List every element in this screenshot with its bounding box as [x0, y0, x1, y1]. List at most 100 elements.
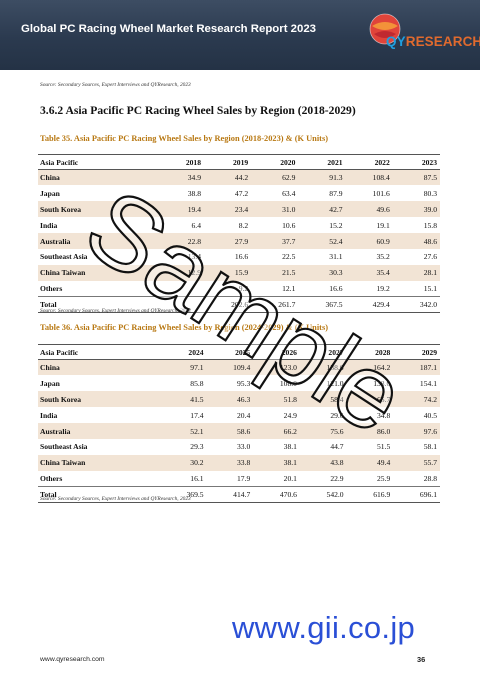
value-cell: 21.5	[251, 264, 299, 281]
column-header: 2022	[345, 154, 393, 170]
table-row: South Korea 19.4 23.4 31.0 42.7 49.6 39.0	[38, 201, 440, 218]
value-cell: 38.1	[253, 438, 300, 455]
value-cell: 19.1	[345, 217, 393, 234]
region-name-cell: South Korea	[38, 201, 162, 218]
table-row: India 6.4 8.2 10.6 15.2 19.1 15.8	[38, 217, 440, 234]
value-cell: 187.1	[393, 359, 440, 376]
table-row: Australia 52.1 58.6 66.2 75.6 86.0 97.6	[38, 423, 440, 439]
source-note-bottom: Source: Secondary Sources, Expert Interv…	[40, 496, 191, 502]
column-header: Asia Pacific	[38, 344, 160, 360]
value-cell: 75.6	[299, 423, 347, 439]
value-cell: 33.0	[206, 438, 254, 455]
column-header: 2018	[161, 154, 204, 170]
value-cell: 51.5	[346, 438, 394, 455]
table-35: Asia Pacific 2018 2019 2020 2021 2022 20…	[38, 154, 440, 314]
value-cell: 15.9	[204, 264, 252, 281]
value-cell: 22.9	[299, 470, 347, 487]
value-cell: 19.4	[161, 201, 204, 218]
value-cell: 39.0	[392, 201, 440, 218]
value-cell: 65.7	[346, 391, 394, 408]
value-cell: 16.6	[204, 248, 252, 265]
gii-url[interactable]: www.gii.co.jp	[232, 610, 416, 645]
value-cell: 28.1	[392, 264, 440, 281]
column-header: Asia Pacific	[38, 154, 162, 170]
value-cell: 138.6	[299, 359, 347, 376]
value-cell: 17.9	[206, 470, 254, 487]
value-cell: 23.4	[204, 201, 252, 218]
value-cell: 42.7	[298, 201, 346, 218]
value-cell: 51.8	[253, 391, 300, 408]
value-cell: 164.2	[346, 359, 394, 376]
table-header-row: Asia Pacific 2024 2025 2026 2027 2028 20…	[38, 344, 440, 360]
column-header: 2023	[392, 154, 440, 170]
value-cell: 202.6	[204, 296, 252, 314]
value-cell: 58.4	[299, 391, 347, 408]
value-cell: 49.4	[346, 454, 394, 471]
section-heading: 3.6.2 Asia Pacific PC Racing Wheel Sales…	[40, 104, 356, 117]
table-row: China 34.9 44.2 62.9 91.3 108.4 87.5	[38, 169, 440, 186]
value-cell: 108.0	[253, 375, 300, 392]
value-cell: 15.2	[298, 217, 346, 234]
value-cell: 33.8	[206, 454, 254, 471]
column-header: 2021	[298, 154, 346, 170]
value-cell: 46.3	[206, 391, 254, 408]
value-cell: 367.5	[298, 296, 346, 314]
table-row: Others 9.2 12.1 16.6 19.2 15.1	[38, 280, 440, 297]
value-cell: 43.8	[299, 454, 347, 471]
value-cell: 6.4	[161, 217, 204, 234]
value-cell: 35.2	[345, 248, 393, 265]
value-cell: 369.5	[159, 486, 207, 504]
column-header: 2020	[251, 154, 299, 170]
value-cell: 13.4	[161, 248, 204, 265]
value-cell: 30.3	[298, 264, 346, 281]
value-cell: 44.2	[204, 169, 252, 186]
table-total-row: Total 202.6 261.7 367.5 429.4 342.0	[38, 296, 440, 314]
region-name-cell: Australia	[38, 233, 162, 249]
value-cell: 87.5	[392, 169, 440, 186]
value-cell: 10.6	[251, 217, 299, 234]
value-cell: 58.1	[393, 438, 440, 455]
column-header: 2027	[299, 344, 347, 360]
value-cell: 12.1	[251, 280, 299, 297]
table-row: China Taiwan 30.2 33.8 38.1 43.8 49.4 55.7	[38, 454, 440, 471]
table-row: India 17.4 20.4 24.9 29.6 34.8 40.5	[38, 407, 440, 424]
qyresearch-logo: QYRESEARCH	[368, 12, 480, 58]
value-cell: 15.8	[392, 217, 440, 234]
value-cell: 22.8	[161, 233, 204, 249]
region-name-cell: India	[38, 407, 160, 424]
value-cell: 24.9	[253, 407, 300, 424]
value-cell: 40.5	[393, 407, 440, 424]
value-cell: 80.3	[392, 185, 440, 202]
value-cell: 16.6	[298, 280, 346, 297]
value-cell: 31.1	[298, 248, 346, 265]
value-cell: 29.3	[159, 438, 207, 455]
value-cell: 27.6	[392, 248, 440, 265]
value-cell: 66.2	[253, 423, 300, 439]
footer-url[interactable]: www.qyresearch.com	[40, 656, 105, 663]
value-cell: 29.6	[299, 407, 347, 424]
region-name-cell: Southeast Asia	[38, 438, 160, 455]
value-cell: 616.9	[346, 486, 394, 504]
region-name-cell: Southeast Asia	[38, 248, 162, 265]
value-cell: 109.4	[206, 359, 254, 376]
value-cell: 34.8	[346, 407, 394, 424]
value-cell: 342.0	[392, 296, 440, 314]
table-row: Southeast Asia 13.4 16.6 22.5 31.1 35.2 27.6	[38, 248, 440, 265]
value-cell: 108.4	[345, 169, 393, 186]
value-cell: 20.4	[206, 407, 254, 424]
table-row: Japan 38.8 47.2 63.4 87.9 101.6 80.3	[38, 185, 440, 202]
value-cell: 121.0	[299, 375, 347, 392]
table-35-caption: Table 35. Asia Pacific PC Racing Wheel S…	[40, 134, 328, 143]
column-header: 2028	[346, 344, 394, 360]
table-row: China 97.1 109.4 123.0 138.6 164.2 187.1	[38, 359, 440, 376]
value-cell: 34.9	[161, 169, 204, 186]
column-header: 2026	[253, 344, 300, 360]
table-row: China Taiwan 12.9 15.9 21.5 30.3 35.4 28.1	[38, 264, 440, 281]
table-total-row: Total 369.5 414.7 470.6 542.0 616.9 696.1	[38, 486, 440, 504]
value-cell: 101.6	[345, 185, 393, 202]
table-row: South Korea 41.5 46.3 51.8 58.4 65.7 74.2	[38, 391, 440, 408]
value-cell: 63.4	[251, 185, 299, 202]
report-title: Global PC Racing Wheel Market Research R…	[21, 23, 316, 35]
region-name-cell: Australia	[38, 423, 160, 439]
region-name-cell: Japan	[38, 375, 160, 392]
